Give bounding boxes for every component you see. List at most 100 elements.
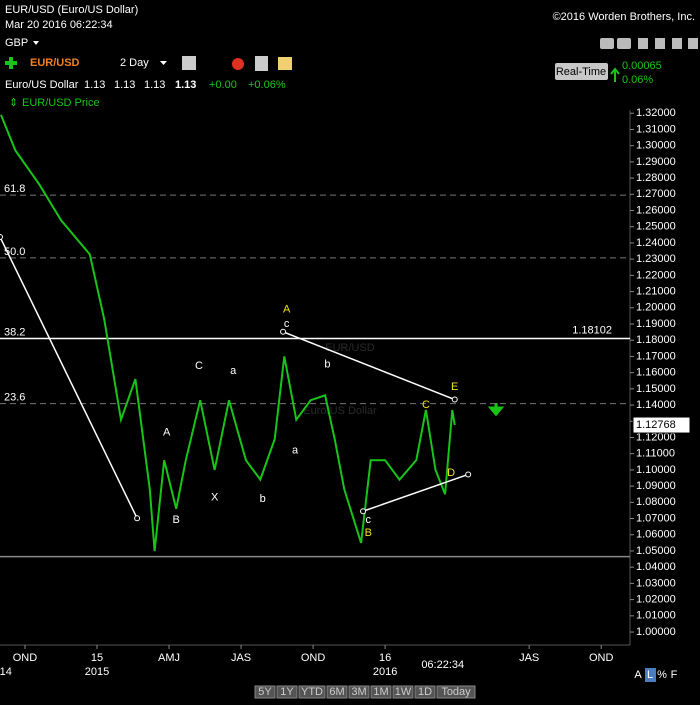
scale-highlight (645, 668, 656, 682)
quote-name: Euro/US Dollar (5, 79, 79, 91)
range-button[interactable] (276, 685, 298, 699)
scale-button[interactable]: L (647, 669, 653, 681)
range-bar: 5Y 1Y YTD 6M 3M 1M 1W 1D Today A L% F (254, 668, 678, 699)
quote-net-pct: +0.06% (248, 79, 286, 91)
range-button[interactable] (298, 685, 326, 699)
y-tick-label: 1.17000 (636, 350, 676, 362)
trendline-handle (465, 471, 472, 478)
y-tick-label: 1.32000 (636, 107, 676, 119)
x-tick-label: 15 (91, 652, 103, 664)
wave-label: B (365, 527, 372, 539)
y-tick-label: 1.23000 (636, 253, 676, 265)
x-tick-label: JAS (519, 652, 539, 664)
range-label[interactable]: Today (441, 686, 471, 698)
period[interactable]: 2 Day (120, 57, 149, 69)
range-button[interactable] (326, 685, 348, 699)
range-label[interactable]: 1Y (280, 686, 294, 698)
range-label[interactable]: 6M (329, 686, 344, 698)
copyright: ©2016 Worden Brothers, Inc. (553, 11, 695, 23)
dropdown-arrow[interactable] (33, 41, 39, 45)
wave-label: C (422, 399, 430, 411)
wave-label: B (173, 514, 180, 526)
range-button[interactable] (414, 685, 436, 699)
trendline-handle (451, 396, 458, 403)
y-tick-label: 1.07000 (636, 512, 676, 524)
wave-label: b (324, 358, 330, 370)
watermark: EUR/USD (325, 342, 375, 354)
year-label: 2016 (373, 666, 397, 678)
wave-label: c (366, 514, 372, 526)
x-tick-label: AMJ (158, 652, 180, 664)
wave-label: a (292, 444, 299, 456)
quote-close: 1.13 (175, 79, 196, 91)
y-tick-label: 1.09000 (636, 480, 676, 492)
y-tick-label: 1.00000 (636, 626, 676, 638)
range-label[interactable]: 1W (395, 686, 412, 698)
symbol[interactable]: EUR/USD (30, 57, 80, 69)
time-label: 06:22:34 (421, 659, 464, 671)
y-tick-label: 1.11000 (636, 448, 675, 460)
range-label[interactable]: 1D (418, 686, 432, 698)
wave-label: A (163, 427, 171, 439)
wave-label: b (260, 493, 266, 505)
range-button[interactable] (392, 685, 414, 699)
scale-button[interactable]: A (634, 669, 642, 681)
scale-button[interactable]: F (671, 669, 678, 681)
x-tick-label: OND (13, 652, 38, 664)
current-price-label: 1.12768 (636, 419, 676, 431)
wave-label: E (451, 381, 458, 393)
y-tick-label: 1.24000 (636, 237, 676, 249)
range-button[interactable] (436, 685, 476, 699)
y-tick-label: 1.04000 (636, 561, 676, 573)
y-tick-label: 1.20000 (636, 302, 676, 314)
realtime-label[interactable]: Real-Time (556, 66, 606, 78)
currency[interactable]: GBP (5, 37, 28, 49)
range-button[interactable] (370, 685, 392, 699)
add-icon[interactable] (5, 57, 17, 69)
x-tick-label: OND (301, 652, 326, 664)
y-tick-label: 1.10000 (636, 464, 676, 476)
y-tick-label: 1.02000 (636, 594, 676, 606)
trendline (0, 236, 138, 519)
range-label[interactable]: 3M (351, 686, 366, 698)
range-button[interactable] (348, 685, 370, 699)
wave-label: c (284, 318, 290, 330)
legend-entry[interactable]: EUR/USD Price (22, 97, 100, 109)
toolbar-icons[interactable] (182, 56, 292, 71)
x-tick-label: JAS (231, 652, 251, 664)
y-tick-label: 1.08000 (636, 496, 676, 508)
range-label[interactable]: 5Y (258, 686, 272, 698)
y-tick-label: 1.05000 (636, 545, 676, 557)
realtime-button[interactable] (555, 63, 608, 80)
y-tick-label: 1.01000 (636, 610, 676, 622)
wave-label: C (195, 360, 203, 372)
fib-label: 38.2 (4, 326, 25, 338)
fib-label: 23.6 (4, 392, 25, 404)
y-tick-label: 1.29000 (636, 156, 676, 168)
scale-button[interactable]: % (657, 669, 667, 681)
y-tick-label: 1.31000 (636, 123, 676, 135)
x-tick-label: OND (589, 652, 614, 664)
y-tick-label: 1.14000 (636, 399, 676, 411)
quote-open: 1.13 (84, 79, 105, 91)
y-tick-label: 1.22000 (636, 269, 676, 281)
y-tick-label: 1.06000 (636, 529, 676, 541)
dropdown-arrow[interactable] (160, 61, 167, 65)
range-label[interactable]: YTD (301, 686, 323, 698)
quote-net: +0.00 (209, 79, 237, 91)
timestamp: Mar 20 2016 06:22:34 (5, 19, 113, 31)
range-label[interactable]: 1M (373, 686, 388, 698)
legend-icon[interactable]: ⇕ (9, 97, 18, 109)
y-tick-label: 1.19000 (636, 318, 676, 330)
trendline-handle (0, 233, 3, 240)
wave-label: D (447, 467, 455, 479)
window-buttons[interactable] (600, 38, 698, 49)
y-tick-label: 1.03000 (636, 577, 676, 589)
fib-label: 61.8 (4, 183, 25, 195)
price-line-series (0, 114, 456, 552)
y-tick-label: 1.26000 (636, 204, 676, 216)
y-tick-label: 1.15000 (636, 383, 676, 395)
y-tick-label: 1.12000 (636, 431, 676, 443)
y-tick-label: 1.28000 (636, 172, 676, 184)
range-button[interactable] (254, 685, 276, 699)
